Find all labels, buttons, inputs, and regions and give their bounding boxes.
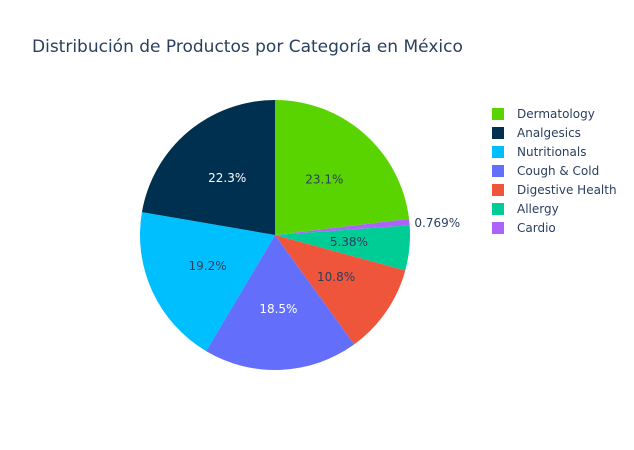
slice-label: 0.769%	[414, 216, 460, 230]
legend-item[interactable]: Cough & Cold	[492, 164, 599, 178]
legend-item[interactable]: Digestive Health	[492, 183, 617, 197]
slice-label: 22.3%	[208, 171, 246, 185]
slice-label: 19.2%	[189, 259, 227, 273]
slice-label: 18.5%	[259, 302, 297, 316]
legend-swatch	[492, 222, 504, 234]
legend-label: Digestive Health	[517, 183, 617, 197]
legend-item[interactable]: Dermatology	[492, 107, 595, 121]
legend-label: Nutritionals	[517, 145, 586, 159]
slice-labels: 23.1% 0.769% 5.38% 10.8% 18.5% 19.2% 22.3%	[189, 171, 461, 316]
legend-item[interactable]: Analgesics	[492, 126, 581, 140]
legend: Dermatology Analgesics Nutritionals Cough &…	[492, 107, 617, 235]
legend-swatch	[492, 108, 504, 120]
pie-slices	[139, 100, 410, 370]
legend-swatch	[492, 184, 504, 196]
legend-swatch	[492, 165, 504, 177]
legend-label: Analgesics	[517, 126, 581, 140]
legend-item[interactable]: Cardio	[492, 221, 556, 235]
legend-item[interactable]: Allergy	[492, 202, 559, 216]
slice-label: 5.38%	[330, 235, 368, 249]
chart-title: Distribución de Productos por Categoría …	[32, 37, 463, 57]
pie-slice-analgesics[interactable]	[141, 100, 275, 235]
legend-swatch	[492, 127, 504, 139]
legend-swatch	[492, 203, 504, 215]
pie-slice-nutritionals[interactable]	[139, 212, 275, 352]
legend-item[interactable]: Nutritionals	[492, 145, 586, 159]
slice-label: 10.8%	[317, 270, 355, 284]
pie-slice-cardio[interactable]	[275, 218, 410, 235]
pie-slice-allergy[interactable]	[275, 225, 410, 271]
pie-slice-digestive-health[interactable]	[275, 235, 406, 345]
legend-swatch	[492, 146, 504, 158]
slice-label: 23.1%	[305, 172, 343, 186]
pie-slice-dermatology[interactable]	[275, 100, 410, 235]
legend-label: Cardio	[517, 221, 556, 235]
legend-label: Cough & Cold	[517, 164, 599, 178]
legend-label: Dermatology	[517, 107, 595, 121]
pie-slice-cough-cold[interactable]	[206, 235, 355, 370]
legend-label: Allergy	[517, 202, 559, 216]
